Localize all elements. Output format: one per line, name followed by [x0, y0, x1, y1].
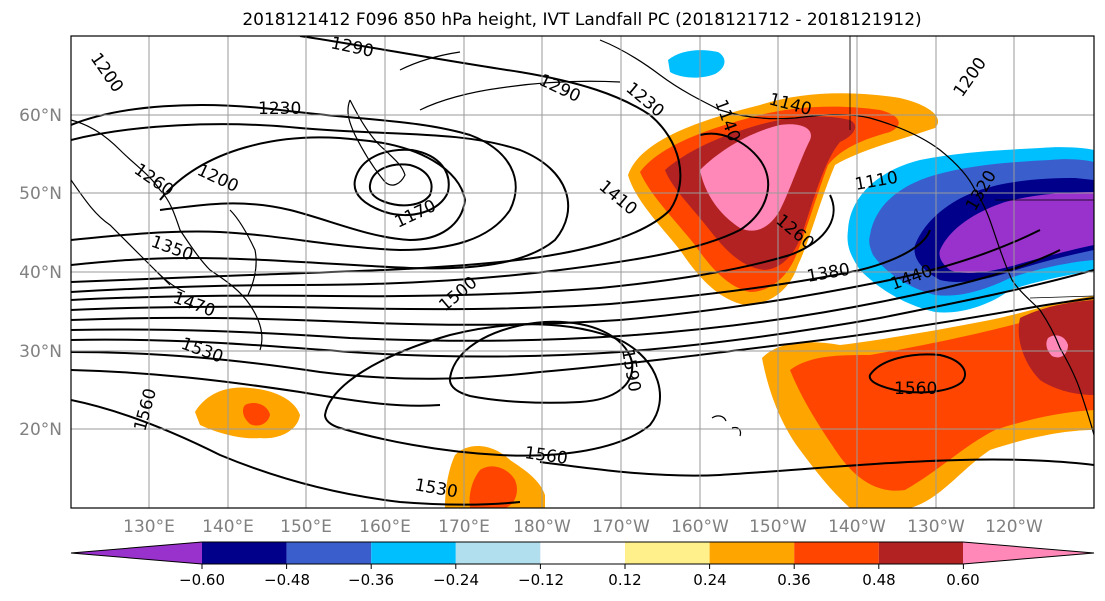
- ivt-region-hawaii-south-inner: [469, 466, 517, 508]
- ivt-positive-shading: [195, 93, 1094, 508]
- lat-label: 50°N: [19, 184, 62, 204]
- lon-label: 170°W: [592, 517, 650, 537]
- coast-north-america-west: [994, 234, 1094, 436]
- colorbar-tick-label: 0.48: [862, 571, 895, 589]
- colorbar-swatch: [455, 542, 541, 564]
- height-contours: [71, 36, 1094, 506]
- ivt-region-bering: [668, 50, 725, 78]
- colorbar-swatch: [709, 542, 795, 564]
- border-canada-us: [849, 36, 1094, 201]
- latitude-labels: 60°N 50°N 40°N 30°N 20°N: [19, 106, 62, 440]
- colorbar-tick-labels: −0.60 −0.48 −0.36 −0.24 −0.12 0.12 0.24 …: [179, 571, 980, 589]
- contour-1590-high: [448, 320, 634, 404]
- lat-label: 60°N: [19, 106, 62, 126]
- contour-1230: [71, 104, 517, 252]
- lon-label: 180°W: [513, 517, 571, 537]
- contour-1560-east: [868, 353, 967, 394]
- contour-1500: [71, 297, 1094, 380]
- lon-label: 140°E: [202, 517, 254, 537]
- colorbar-tick-label: 0.36: [777, 571, 810, 589]
- lat-label: 20°N: [19, 420, 62, 440]
- colorbar-swatch: [202, 542, 287, 564]
- map-panel: 1200 1290 1230 1290 1230 1140 1140 1200 …: [19, 33, 1095, 537]
- contour-1290: [71, 36, 682, 283]
- lon-label: 170°E: [438, 517, 490, 537]
- colorbar-swatches: [70, 541, 1095, 569]
- contour-1200: [159, 136, 467, 242]
- contour-1470: [71, 269, 1094, 358]
- contour-1170-low: [353, 148, 450, 217]
- map-frame: [70, 35, 1095, 509]
- colorbar-swatch: [963, 542, 1094, 564]
- contour-1530: [71, 369, 521, 506]
- contour-label: 1560: [894, 379, 937, 399]
- ivt-region-west-pacific-inner: [242, 403, 270, 426]
- longitude-labels: 130°E 140°E 150°E 160°E 170°E 180°W 170°…: [123, 517, 1043, 537]
- colorbar-swatch: [878, 542, 964, 564]
- lon-label: 150°E: [280, 517, 332, 537]
- contour-1350: [71, 194, 835, 301]
- colorbar: −0.60 −0.48 −0.36 −0.24 −0.12 0.12 0.24 …: [70, 541, 1095, 589]
- figure-title: 2018121412 F096 850 hPa height, IVT Land…: [242, 10, 921, 30]
- lon-label: 150°W: [749, 517, 807, 537]
- colorbar-swatch: [794, 542, 879, 564]
- colorbar-tick-label: −0.12: [518, 571, 564, 589]
- lon-label: 120°W: [985, 517, 1043, 537]
- contour-1380: [71, 229, 931, 311]
- colorbar-tick-label: 0.24: [693, 571, 726, 589]
- contour-1560-high: [323, 323, 661, 457]
- contour-1320: [71, 132, 770, 293]
- ivt-region-subtropical-inner: [790, 306, 1094, 491]
- colorbar-tick-label: −0.60: [179, 571, 225, 589]
- contour-label: 1230: [258, 99, 301, 119]
- contour-1410: [71, 229, 1041, 326]
- lat-label: 40°N: [19, 263, 62, 283]
- lon-label: 160°E: [359, 517, 411, 537]
- colorbar-swatch: [371, 542, 456, 564]
- colorbar-tick-label: −0.36: [348, 571, 394, 589]
- graticule: [71, 36, 1094, 508]
- contour-1560-south: [539, 458, 1094, 477]
- lon-label: 160°W: [671, 517, 729, 537]
- colorbar-swatch: [71, 542, 202, 564]
- colorbar-swatch: [540, 542, 625, 564]
- lat-label: 30°N: [19, 342, 62, 362]
- colorbar-tick-label: 0.60: [946, 571, 979, 589]
- ivt-region-gulf-peak: [700, 124, 811, 231]
- lon-label: 140°W: [828, 517, 886, 537]
- contour-1140-low: [368, 163, 433, 207]
- colorbar-swatch: [286, 542, 372, 564]
- contour-1260: [71, 123, 570, 270]
- colorbar-tick-label: 0.12: [608, 571, 641, 589]
- colorbar-swatch: [625, 542, 710, 564]
- colorbar-tick-label: −0.24: [433, 571, 479, 589]
- border-us-mexico: [1029, 295, 1094, 299]
- lon-label: 130°W: [907, 517, 965, 537]
- colorbar-tick-label: −0.48: [264, 571, 310, 589]
- lon-label: 130°E: [123, 517, 175, 537]
